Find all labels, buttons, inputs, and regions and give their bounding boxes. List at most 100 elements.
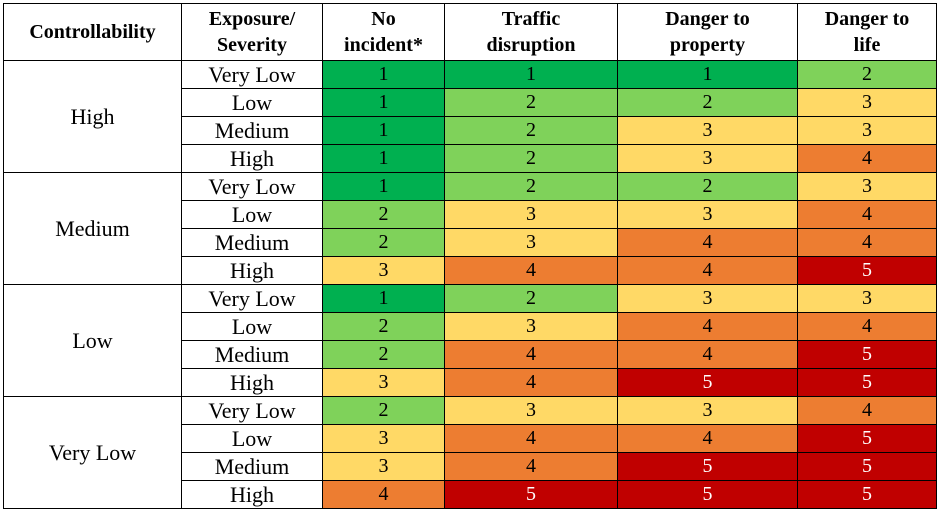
risk-value-danger-to-property: 3 — [617, 116, 798, 145]
risk-value-danger-to-property: 2 — [617, 88, 798, 117]
table-row: High 3 4 4 5 — [4, 256, 937, 285]
table-row: Low 2 3 4 4 — [4, 312, 937, 341]
risk-value-traffic-disruption: 2 — [444, 284, 618, 313]
risk-value-no-incident: 2 — [322, 228, 445, 257]
risk-value-danger-to-life: 4 — [797, 396, 937, 425]
risk-value-traffic-disruption: 5 — [444, 480, 618, 509]
header-traffic-disruption: Traffic disruption — [444, 3, 618, 61]
risk-value-traffic-disruption: 3 — [444, 228, 618, 257]
controllability-cell: Medium — [3, 172, 182, 285]
risk-value-danger-to-property: 5 — [617, 368, 798, 397]
risk-value-no-incident: 1 — [322, 116, 445, 145]
risk-value-no-incident: 4 — [322, 480, 445, 509]
risk-value-no-incident: 1 — [322, 88, 445, 117]
risk-value-danger-to-property: 4 — [617, 256, 798, 285]
table-row: Medium 2 4 4 5 — [4, 340, 937, 369]
risk-value-danger-to-life: 5 — [797, 340, 937, 369]
matrix-body: High Very Low 1 1 1 2 Low 1 2 2 3 Medium 1 2 3 3 High 1 2 3… — [3, 60, 937, 509]
table-row: Low Very Low 1 2 3 3 — [3, 284, 937, 397]
header-danger-to-life: Danger to life — [797, 3, 937, 61]
risk-value-danger-to-property: 3 — [617, 396, 798, 425]
exposure-cell: Medium — [181, 340, 323, 369]
risk-value-no-incident: 2 — [322, 340, 445, 369]
risk-value-danger-to-life: 3 — [797, 172, 937, 201]
risk-value-no-incident: 2 — [322, 200, 445, 229]
risk-value-traffic-disruption: 4 — [444, 452, 618, 481]
risk-value-danger-to-life: 4 — [797, 228, 937, 257]
controllability-cell: Low — [3, 284, 182, 397]
exposure-cell: High — [181, 144, 323, 173]
exposure-cell: Low — [181, 424, 323, 453]
risk-matrix-table: Controllability Exposure/ Severity No in… — [3, 3, 937, 509]
risk-value-danger-to-property: 5 — [617, 480, 798, 509]
exposure-cell: Medium — [181, 116, 323, 145]
table-row: Low 3 4 4 5 — [4, 424, 937, 453]
risk-value-danger-to-life: 5 — [797, 452, 937, 481]
table-row: Very Low Very Low 2 3 3 4 — [3, 396, 937, 509]
risk-value-danger-to-life: 5 — [797, 480, 937, 509]
risk-value-traffic-disruption: 3 — [444, 312, 618, 341]
risk-value-danger-to-life: 3 — [797, 88, 937, 117]
risk-value-no-incident: 1 — [322, 284, 445, 313]
risk-value-traffic-disruption: 2 — [444, 172, 618, 201]
risk-value-danger-to-life: 2 — [797, 60, 937, 89]
exposure-cell: Low — [181, 200, 323, 229]
risk-value-traffic-disruption: 3 — [444, 200, 618, 229]
table-row: High 4 5 5 5 — [4, 480, 937, 509]
header-row: Controllability Exposure/ Severity No in… — [3, 3, 937, 61]
table-row: Medium 1 2 3 3 — [4, 116, 937, 145]
risk-value-danger-to-life: 5 — [797, 256, 937, 285]
risk-value-traffic-disruption: 4 — [444, 340, 618, 369]
risk-value-danger-to-life: 4 — [797, 144, 937, 173]
table-row: Medium 2 3 4 4 — [4, 228, 937, 257]
risk-value-traffic-disruption: 2 — [444, 144, 618, 173]
risk-value-danger-to-life: 5 — [797, 368, 937, 397]
risk-value-danger-to-property: 3 — [617, 144, 798, 173]
risk-value-danger-to-property: 1 — [617, 60, 798, 89]
risk-value-danger-to-property: 2 — [617, 172, 798, 201]
table-row: Low 1 2 2 3 — [4, 88, 937, 117]
exposure-cell: Very Low — [181, 284, 323, 313]
exposure-cell: High — [181, 480, 323, 509]
exposure-cell: Very Low — [181, 396, 323, 425]
risk-value-danger-to-property: 3 — [617, 200, 798, 229]
exposure-cell: Very Low — [181, 172, 323, 201]
exposure-cell: High — [181, 368, 323, 397]
risk-value-traffic-disruption: 1 — [444, 60, 618, 89]
risk-value-traffic-disruption: 4 — [444, 424, 618, 453]
risk-value-danger-to-life: 5 — [797, 424, 937, 453]
header-controllability: Controllability — [3, 3, 182, 61]
exposure-cell: High — [181, 256, 323, 285]
controllability-cell: Very Low — [3, 396, 182, 509]
exposure-cell: Medium — [181, 452, 323, 481]
risk-value-no-incident: 1 — [322, 144, 445, 173]
header-danger-to-property: Danger to property — [617, 3, 798, 61]
risk-value-danger-to-property: 4 — [617, 312, 798, 341]
risk-value-traffic-disruption: 3 — [444, 396, 618, 425]
risk-value-danger-to-property: 4 — [617, 228, 798, 257]
risk-value-danger-to-property: 5 — [617, 452, 798, 481]
risk-value-danger-to-life: 3 — [797, 116, 937, 145]
risk-value-danger-to-property: 4 — [617, 340, 798, 369]
risk-value-no-incident: 2 — [322, 312, 445, 341]
risk-value-no-incident: 1 — [322, 172, 445, 201]
risk-value-no-incident: 3 — [322, 256, 445, 285]
risk-value-danger-to-property: 4 — [617, 424, 798, 453]
table-row: High 3 4 5 5 — [4, 368, 937, 397]
risk-value-traffic-disruption: 4 — [444, 368, 618, 397]
table-row: Medium Very Low 1 2 2 3 — [3, 172, 937, 285]
table-row: Low 2 3 3 4 — [4, 200, 937, 229]
header-no-incident: No incident* — [322, 3, 445, 61]
header-exposure-severity: Exposure/ Severity — [181, 3, 323, 61]
risk-value-no-incident: 3 — [322, 424, 445, 453]
risk-value-danger-to-property: 3 — [617, 284, 798, 313]
risk-value-no-incident: 1 — [322, 60, 445, 89]
risk-value-no-incident: 3 — [322, 368, 445, 397]
exposure-cell: Low — [181, 88, 323, 117]
exposure-cell: Very Low — [181, 60, 323, 89]
risk-value-traffic-disruption: 2 — [444, 116, 618, 145]
risk-value-traffic-disruption: 4 — [444, 256, 618, 285]
exposure-cell: Low — [181, 312, 323, 341]
risk-value-danger-to-life: 4 — [797, 312, 937, 341]
risk-value-traffic-disruption: 2 — [444, 88, 618, 117]
